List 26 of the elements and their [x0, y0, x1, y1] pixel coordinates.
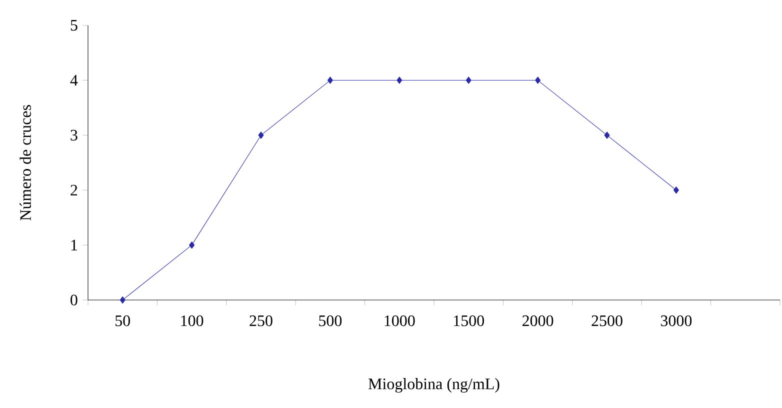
x-tick-label: 3000	[660, 315, 692, 326]
y-tick-label: 2	[70, 184, 78, 196]
point	[466, 76, 472, 84]
x-tick-label: 500	[319, 315, 342, 326]
point	[120, 296, 126, 304]
point	[327, 76, 333, 84]
point	[604, 132, 610, 139]
x-tick-label: 50	[116, 315, 130, 326]
x-tick-label: 2000	[522, 315, 554, 326]
x-tick-label: 1000	[384, 315, 415, 326]
x-tick-label: 1500	[454, 315, 484, 326]
x-tick-label: 100	[181, 315, 204, 326]
y-tick-label: 4	[70, 75, 78, 86]
y-axis-title: Número de cruces	[20, 105, 31, 220]
point	[189, 241, 195, 249]
y-tick-label: 1	[71, 240, 78, 250]
point	[673, 186, 679, 194]
x-tick-label: 2500	[592, 315, 622, 326]
x-tick-label: 250	[250, 315, 272, 326]
y-tick-label: 5	[70, 20, 78, 31]
y-tick-label: 3	[70, 130, 78, 141]
point	[535, 76, 541, 84]
y-tick-label: 0	[70, 294, 78, 306]
x-axis-title: Mioglobina (ng/mL)	[368, 378, 500, 393]
point	[396, 76, 402, 84]
point	[258, 132, 264, 139]
